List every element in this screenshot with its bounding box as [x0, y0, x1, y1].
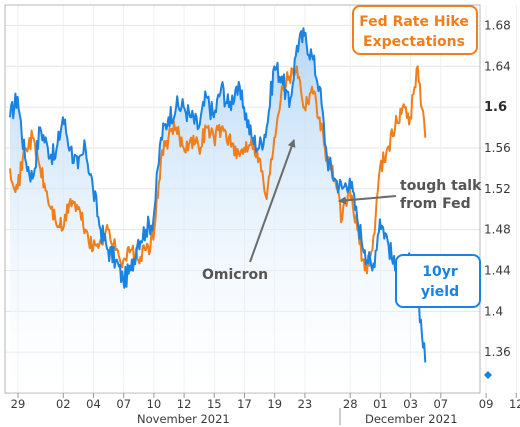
x-axis-ticks: 29 02 04 07 10 12 15 17 19 23 28 01 03 07 09 12: [11, 393, 520, 411]
legend-fed: Fed Rate Hike Expectations: [352, 5, 478, 55]
tough-talk-line1: tough talk: [400, 178, 482, 194]
y-axis-ticks: 1.36 1.4 1.44 1.48 1.52 1.56 1.6 1.64 1.68: [484, 18, 511, 359]
x-tick-label: 09: [479, 397, 494, 411]
x-tick-label: 12: [509, 397, 520, 411]
legend-fed-line1: Fed Rate Hike: [359, 14, 469, 30]
y-tick-label: 1.36: [484, 345, 511, 359]
x-tick-label: 07: [116, 397, 131, 411]
omicron-arrow: [249, 139, 296, 263]
month-label-november: November 2021: [137, 412, 230, 426]
x-tick-label: 03: [403, 397, 418, 411]
x-tick-label: 02: [56, 397, 71, 411]
annotation-tough-talk: tough talk from Fed: [338, 178, 482, 212]
series-layer: [9, 27, 427, 393]
y-tick-label: 1.68: [484, 18, 511, 32]
legend-fed-line2: Expectations: [363, 34, 465, 50]
x-tick-label: 07: [433, 397, 448, 411]
series-line-yield: [9, 27, 427, 363]
tough-talk-arrow: [338, 195, 397, 205]
x-tick-label: 17: [237, 397, 252, 411]
x-tick-label: 10: [147, 397, 162, 411]
yield-area-fill: [10, 28, 426, 393]
x-tick-label: 01: [373, 397, 388, 411]
month-label-december: December 2021: [365, 412, 458, 426]
legend-yield-line2: yield: [421, 284, 459, 300]
last-value-marker: [484, 371, 492, 379]
legend-yield: 10yr yield: [395, 254, 481, 308]
x-tick-label: 15: [207, 397, 222, 411]
y-tick-label: 1.6: [484, 100, 507, 115]
x-tick-label: 23: [298, 397, 313, 411]
y-tick-label: 1.64: [484, 59, 511, 73]
x-tick-label: 12: [177, 397, 192, 411]
legend-yield-box: [395, 254, 481, 308]
x-tick-label: 04: [86, 397, 101, 411]
annotation-omicron: Omicron: [202, 139, 296, 283]
x-tick-label: 29: [11, 397, 26, 411]
y-tick-label: 1.4: [484, 304, 503, 318]
legend-yield-line1: 10yr: [422, 264, 458, 280]
x-tick-label: 19: [267, 397, 282, 411]
y-tick-label: 1.52: [484, 182, 511, 196]
y-tick-label: 1.56: [484, 141, 511, 155]
y-tick-label: 1.44: [484, 263, 511, 277]
omicron-label: Omicron: [202, 267, 268, 283]
tough-talk-line2: from Fed: [400, 196, 471, 212]
legend-fed-box: [352, 5, 478, 55]
y-tick-label: 1.48: [484, 223, 511, 237]
series-line-fed: [9, 65, 427, 275]
x-tick-label: 28: [343, 397, 358, 411]
